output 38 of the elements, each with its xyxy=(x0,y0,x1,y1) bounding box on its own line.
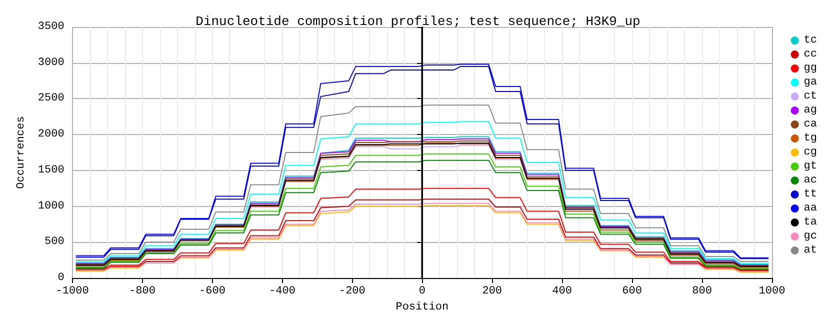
chart-title: Dinucleotide composition profiles; test sequence; H3K9_up xyxy=(196,14,640,29)
legend-label: gt xyxy=(804,160,817,172)
legend-label: ca xyxy=(804,118,818,130)
y-tick-label: 1000 xyxy=(38,200,64,212)
x-tick-label: -400 xyxy=(269,286,296,298)
x-tick-label: -1000 xyxy=(56,286,89,298)
x-tick-label: 200 xyxy=(482,286,502,298)
legend-label: tg xyxy=(804,132,817,144)
legend-label: ag xyxy=(804,104,817,116)
legend-label: ac xyxy=(804,174,817,186)
y-tick-label: 2500 xyxy=(38,92,64,105)
y-tick-label: 0 xyxy=(58,272,64,284)
y-tick-label: 500 xyxy=(44,236,64,248)
x-tick-label: -600 xyxy=(199,286,226,298)
x-axis-title: Position xyxy=(396,301,449,314)
legend-label: cg xyxy=(804,146,817,158)
x-tick-label: 0 xyxy=(418,286,426,298)
y-tick-label: 3500 xyxy=(38,21,64,33)
x-tick-label: 400 xyxy=(552,286,572,298)
legend-label: aa xyxy=(804,202,818,214)
x-tick-label: -800 xyxy=(129,286,156,298)
legend-label: ct xyxy=(804,90,817,102)
legend-label: at xyxy=(804,244,817,256)
y-tick-label: 3000 xyxy=(38,56,64,69)
legend-label: tt xyxy=(804,188,817,200)
legend-label: gg xyxy=(804,62,817,74)
y-tick-label: 2000 xyxy=(38,128,64,141)
legend-label: gc xyxy=(804,230,817,242)
legend-label: ta xyxy=(804,216,818,228)
x-tick-label: 800 xyxy=(692,286,712,298)
legend-label: ga xyxy=(804,76,818,88)
legend-label: cc xyxy=(804,48,817,60)
y-axis-title: Occurrences xyxy=(16,116,28,189)
x-tick-label: 600 xyxy=(622,286,642,298)
x-tick-label: -200 xyxy=(338,286,366,298)
x-tick-label: 1000 xyxy=(758,286,786,298)
y-tick-label: 1500 xyxy=(38,164,64,176)
legend-label: tc xyxy=(804,34,817,46)
